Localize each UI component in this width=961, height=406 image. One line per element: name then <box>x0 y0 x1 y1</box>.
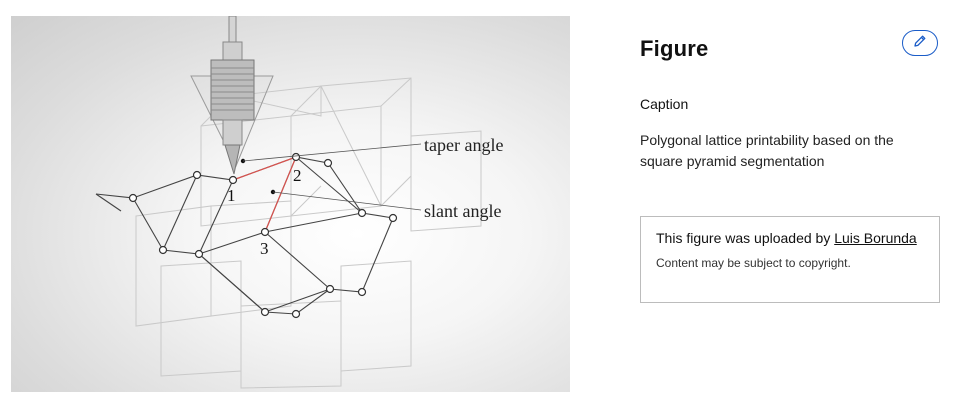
point-1-label: 1 <box>227 186 236 205</box>
lattice-figure-svg: taper angle slant angle 1 2 3 <box>95 16 503 389</box>
upload-line: This figure was uploaded by Luis Borunda <box>656 228 924 249</box>
caption-heading: Caption <box>640 96 689 112</box>
highlight-lines <box>232 156 297 233</box>
wireframe-cubes <box>135 77 482 389</box>
uploader-link[interactable]: Luis Borunda <box>834 230 917 246</box>
lattice-lines <box>95 156 394 315</box>
taper-angle-label: taper angle <box>424 135 503 155</box>
taper-leader-line <box>242 143 422 162</box>
caption-text: Polygonal lattice printability based on … <box>640 132 894 169</box>
copyright-note: Content may be subject to copyright. <box>656 256 851 270</box>
upload-prefix: This figure was uploaded by <box>656 230 835 246</box>
panel-title: Figure <box>640 36 709 61</box>
lattice-nodes <box>128 152 398 319</box>
slant-leader-line <box>272 191 422 211</box>
figure-image: taper angle slant angle 1 2 3 <box>11 16 570 392</box>
nozzle-graphic <box>190 16 274 175</box>
pencil-icon <box>913 34 927 53</box>
upload-info-box: This figure was uploaded by Luis Borunda… <box>640 216 940 303</box>
point-2-label: 2 <box>293 166 302 185</box>
point-3-label: 3 <box>260 239 269 258</box>
edit-button[interactable] <box>902 30 938 56</box>
slant-angle-label: slant angle <box>424 201 501 221</box>
